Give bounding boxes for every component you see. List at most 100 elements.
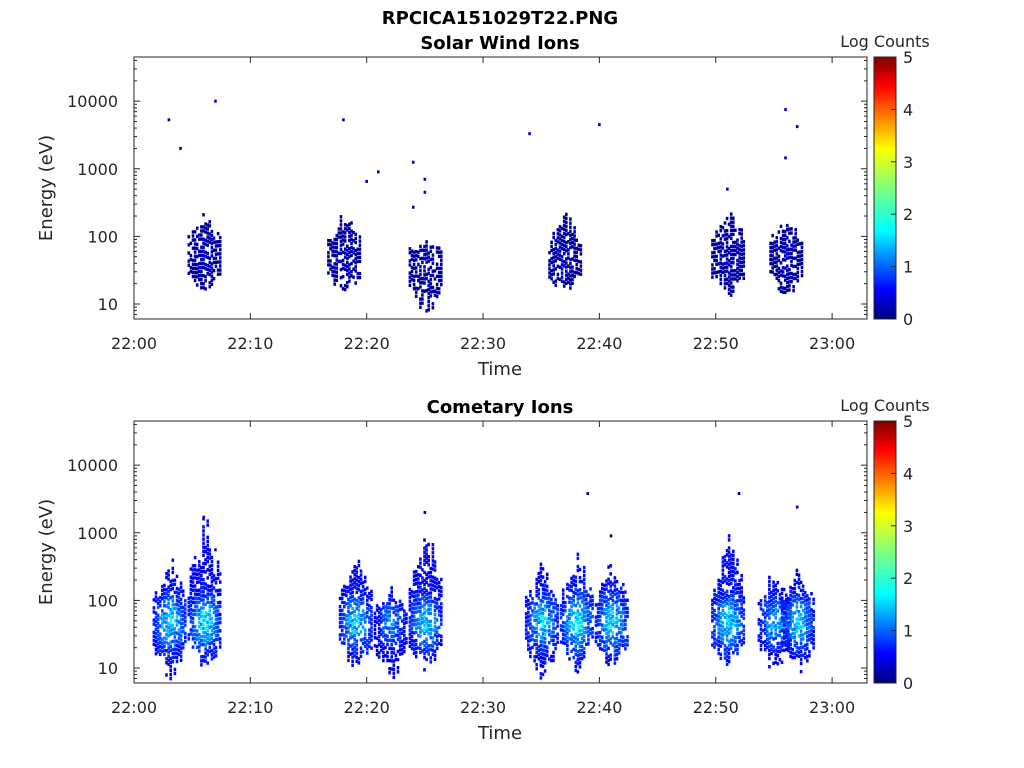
data-cell	[577, 272, 581, 276]
data-cell	[431, 547, 435, 551]
data-cell	[541, 587, 545, 591]
data-cell	[392, 659, 396, 663]
data-cell	[204, 558, 207, 562]
data-cell	[779, 224, 783, 229]
data-cell	[433, 600, 437, 605]
data-point	[411, 160, 415, 164]
data-cell	[198, 620, 201, 625]
data-cell	[429, 627, 433, 632]
data-cell	[331, 245, 334, 249]
data-cell	[335, 262, 339, 266]
data-cell	[736, 643, 739, 648]
data-cell	[175, 651, 179, 656]
data-cell	[791, 631, 794, 636]
data-cell	[794, 248, 797, 252]
data-cell	[721, 254, 725, 258]
data-cell	[206, 255, 209, 260]
data-cell	[574, 612, 578, 616]
data-cell	[533, 614, 536, 618]
data-cell	[204, 647, 207, 651]
data-cell	[349, 611, 352, 616]
data-cell	[776, 662, 780, 666]
data-cell	[392, 635, 396, 639]
data-cell	[431, 575, 435, 579]
data-cell	[169, 648, 172, 652]
data-cell	[189, 575, 193, 579]
data-cell	[613, 645, 617, 649]
data-cell	[729, 642, 733, 646]
data-cell	[156, 629, 160, 634]
data-cell	[603, 599, 606, 604]
data-cell	[429, 571, 433, 575]
data-cell	[769, 253, 772, 258]
data-cell	[812, 642, 815, 646]
data-cell	[216, 272, 220, 276]
data-cell	[598, 634, 602, 639]
data-cell	[333, 274, 336, 278]
data-cell	[619, 586, 623, 590]
data-cell	[787, 608, 790, 612]
data-cell	[768, 624, 771, 628]
data-cell	[535, 667, 538, 671]
data-cell	[382, 618, 385, 622]
data-cell	[776, 645, 780, 650]
data-cell	[343, 641, 346, 645]
data-cell	[437, 585, 441, 589]
data-cell	[719, 603, 723, 608]
data-cell	[425, 588, 428, 593]
data-cell	[429, 591, 433, 595]
data-cell	[423, 562, 426, 566]
data-cell	[200, 257, 203, 262]
data-cell	[615, 624, 619, 628]
data-cell	[570, 580, 573, 585]
data-cell	[721, 242, 725, 246]
data-cell	[719, 225, 723, 229]
data-cell	[611, 631, 615, 635]
data-cell	[423, 607, 426, 611]
data-cell	[785, 647, 788, 652]
data-cell	[808, 650, 811, 654]
data-cell	[337, 259, 341, 264]
data-cell	[421, 612, 424, 617]
data-cell	[564, 633, 567, 637]
data-cell	[524, 624, 528, 628]
data-cell	[576, 625, 580, 629]
data-cell	[212, 631, 216, 635]
data-cell	[195, 633, 199, 637]
data-cell	[734, 567, 737, 571]
data-cell	[335, 238, 339, 242]
data-cell	[783, 643, 786, 647]
data-cell	[768, 640, 771, 644]
data-cell	[598, 622, 602, 627]
data-cell	[550, 614, 553, 618]
data-cell	[198, 576, 201, 580]
data-cell	[777, 266, 781, 271]
data-cell	[206, 231, 209, 235]
data-cell	[619, 635, 623, 639]
data-cell	[789, 614, 792, 618]
data-cell	[768, 583, 771, 588]
data-cell	[786, 288, 789, 293]
data-point	[528, 132, 531, 136]
data-cell	[440, 622, 443, 626]
data-cell	[350, 241, 353, 245]
data-cell	[729, 293, 733, 297]
data-cell	[725, 626, 729, 630]
data-cell	[736, 250, 739, 254]
data-cell	[793, 635, 797, 639]
data-cell	[433, 576, 437, 580]
data-cell	[427, 559, 430, 563]
data-cell	[216, 564, 220, 568]
data-cell	[193, 250, 197, 254]
colorbar-tick-label: 4	[903, 464, 913, 483]
data-cell	[533, 610, 536, 614]
data-cell	[541, 575, 545, 579]
data-cell	[740, 244, 743, 248]
data-cell	[208, 589, 212, 593]
data-cell	[774, 636, 777, 640]
data-cell	[169, 677, 172, 681]
data-cell	[423, 273, 426, 277]
data-cell	[545, 572, 549, 576]
data-cell	[727, 259, 731, 263]
data-cell	[154, 631, 158, 636]
